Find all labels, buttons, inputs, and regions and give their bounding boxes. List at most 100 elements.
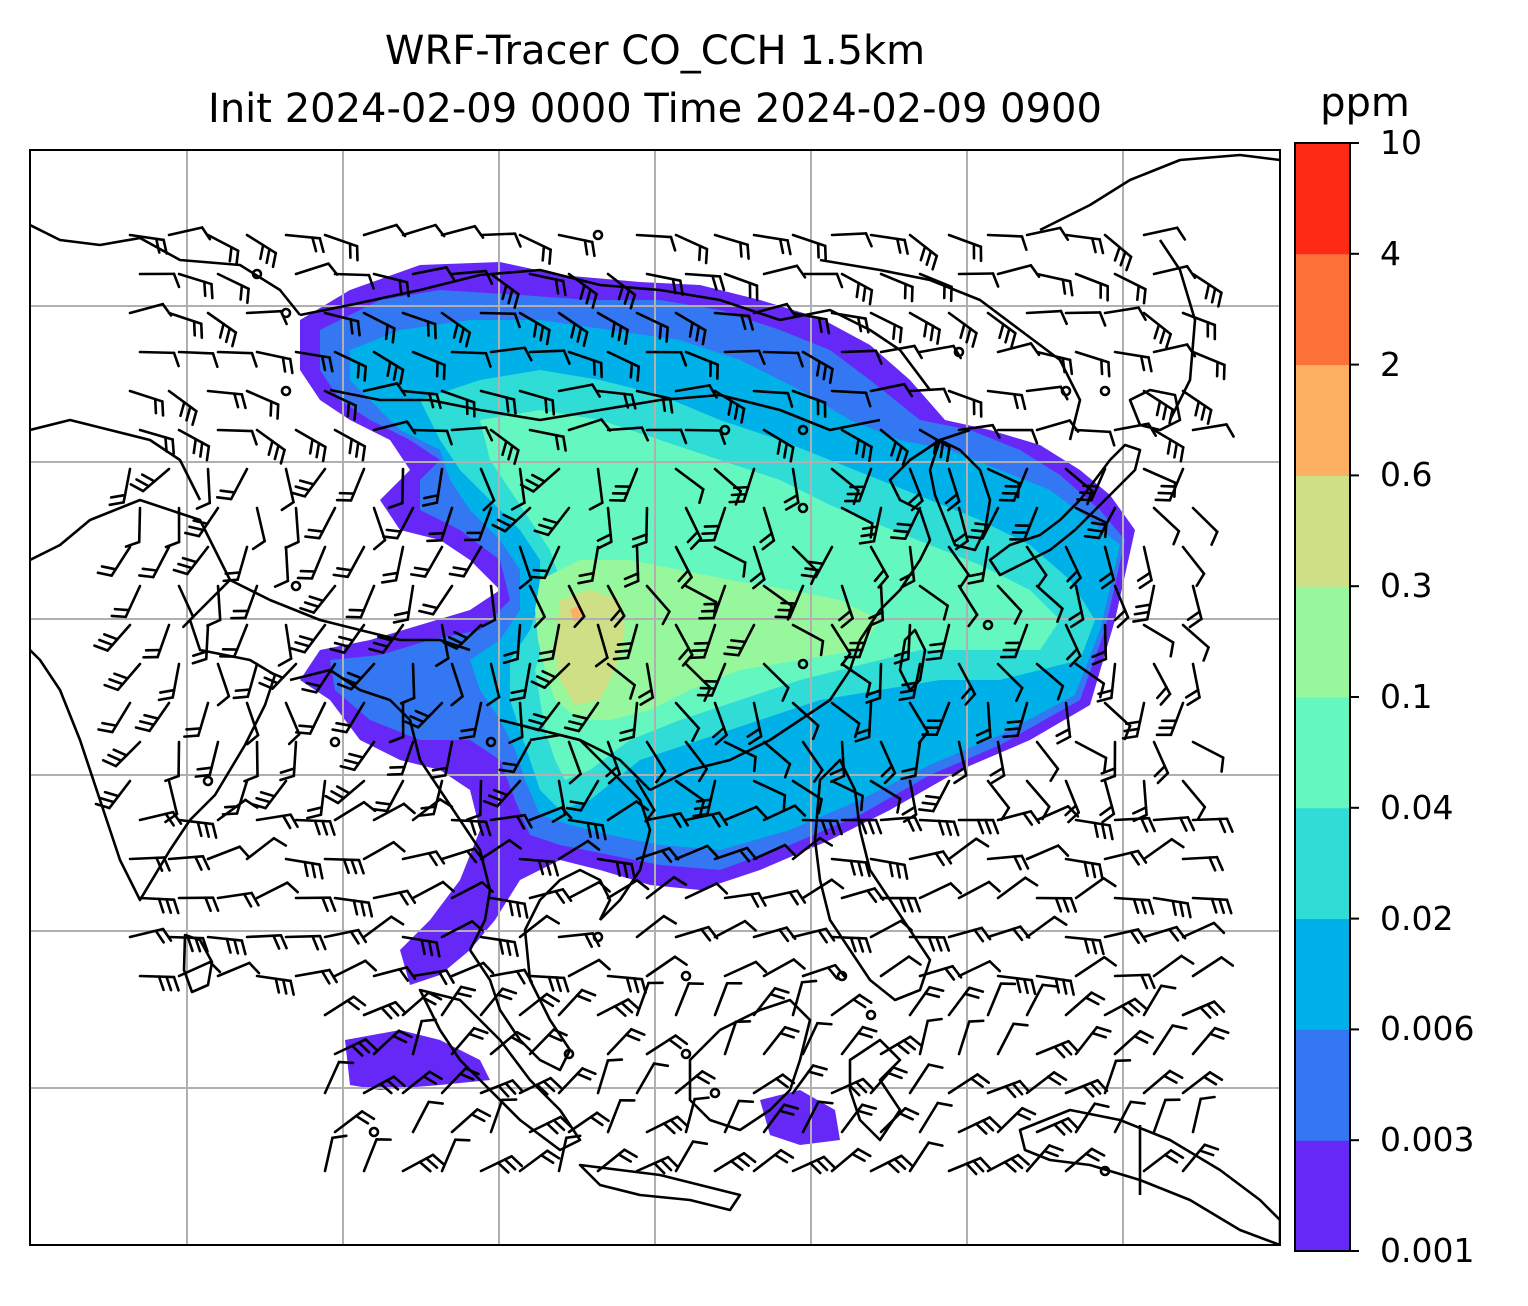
wind-barb	[752, 779, 787, 811]
wind-barb	[967, 506, 1000, 540]
wind-barb	[273, 545, 290, 588]
wind-barb	[245, 389, 280, 420]
wind-barb	[1155, 701, 1185, 737]
wind-barb	[1076, 467, 1107, 502]
wind-barb	[430, 740, 454, 779]
wind-barb	[1025, 844, 1070, 861]
wind-barb	[801, 1100, 834, 1134]
wind-barb	[869, 1066, 908, 1095]
wind-barb	[345, 584, 376, 619]
wind-barb	[103, 662, 142, 692]
wind-barb	[1142, 226, 1187, 241]
wind-barb	[918, 818, 960, 837]
wind-barb	[588, 467, 604, 511]
wind-barb	[134, 701, 171, 733]
wind-barb	[801, 963, 846, 980]
wind-barb	[563, 701, 600, 733]
wind-barb	[489, 428, 520, 465]
wind-barb	[1113, 973, 1156, 990]
wind-barb	[557, 1134, 582, 1173]
wind-barb	[1103, 1059, 1132, 1095]
wind-barb	[947, 311, 978, 348]
wind-barb	[177, 350, 219, 369]
wind-barb	[618, 701, 639, 742]
wind-barb	[491, 506, 532, 533]
wind-barb	[957, 960, 1002, 978]
wind-barb	[869, 919, 913, 939]
wind-barb	[304, 506, 337, 540]
wind-barb	[138, 272, 181, 289]
wind-barb	[830, 1077, 875, 1097]
wind-barb	[830, 311, 870, 334]
wind-barb	[138, 896, 180, 915]
wind-barb	[1064, 623, 1082, 668]
conc-level-0.1	[535, 560, 880, 720]
wind-barb	[774, 584, 805, 619]
wind-barb	[1064, 857, 1104, 880]
wind-barb	[362, 311, 396, 344]
wind-barb	[279, 740, 298, 782]
wind-barb	[596, 389, 637, 410]
wind-barb	[606, 350, 641, 382]
calm-wind-circle	[709, 1087, 721, 1099]
conc-level-0.6	[570, 605, 582, 622]
border-central-asia	[30, 223, 302, 316]
wind-barb	[177, 272, 214, 300]
wind-barb	[1074, 955, 1118, 978]
wind-barb	[440, 920, 484, 939]
wind-barb	[1191, 423, 1235, 438]
wind-barb	[893, 623, 912, 665]
wind-barb	[177, 584, 195, 629]
wind-barb	[440, 389, 476, 418]
wind-barb	[908, 1141, 944, 1173]
wind-barb	[631, 506, 649, 548]
wind-barb	[206, 584, 222, 628]
wind-barb	[401, 311, 437, 340]
wind-barb	[129, 467, 171, 493]
conc-level-0.001-south	[345, 1030, 490, 1090]
wind-barb	[567, 350, 603, 379]
wind-barb	[879, 428, 909, 467]
wind-barb	[801, 878, 845, 900]
wind-barb	[411, 969, 455, 986]
wind-barb	[565, 779, 600, 812]
wind-barb	[1103, 233, 1133, 272]
calm-wind-circle	[280, 385, 292, 397]
wind-barb	[528, 974, 570, 993]
wind-barb	[791, 779, 823, 815]
wind-barb	[463, 506, 493, 542]
wind-barb	[879, 740, 897, 785]
wind-barb	[999, 623, 1029, 659]
wind-barb	[323, 928, 368, 945]
wind-barb	[1191, 350, 1226, 381]
wind-barb	[1121, 701, 1146, 740]
wind-barb	[440, 1138, 471, 1173]
wind-barb	[879, 272, 914, 303]
wind-barb	[489, 272, 520, 309]
wind-barb	[323, 857, 365, 875]
colorbar-segment	[1295, 143, 1350, 255]
map-area[interactable]	[30, 150, 1280, 1245]
wind-barb	[518, 1149, 561, 1173]
wind-barb	[299, 584, 337, 614]
wind-barb	[277, 623, 293, 667]
wind-barb	[101, 740, 142, 768]
wind-barb	[93, 623, 132, 652]
border-china-mongolia	[329, 388, 881, 432]
wind-barb	[762, 958, 806, 978]
wind-barb	[518, 992, 561, 1017]
wind-barb	[1113, 1100, 1146, 1134]
wind-barb	[1064, 935, 1105, 956]
wind-barb	[294, 701, 327, 735]
wind-barb	[1074, 662, 1106, 699]
wind-barb	[1074, 428, 1116, 447]
calm-wind-circle	[592, 931, 604, 943]
wind-barb	[606, 1027, 646, 1056]
wind-barb	[1132, 584, 1156, 623]
coastline-java	[578, 1163, 742, 1212]
wind-barb	[290, 467, 327, 498]
wind-barb	[1152, 1098, 1181, 1134]
wind-barb	[830, 993, 873, 1017]
wind-barb	[635, 233, 677, 252]
wind-barb	[1152, 740, 1170, 785]
